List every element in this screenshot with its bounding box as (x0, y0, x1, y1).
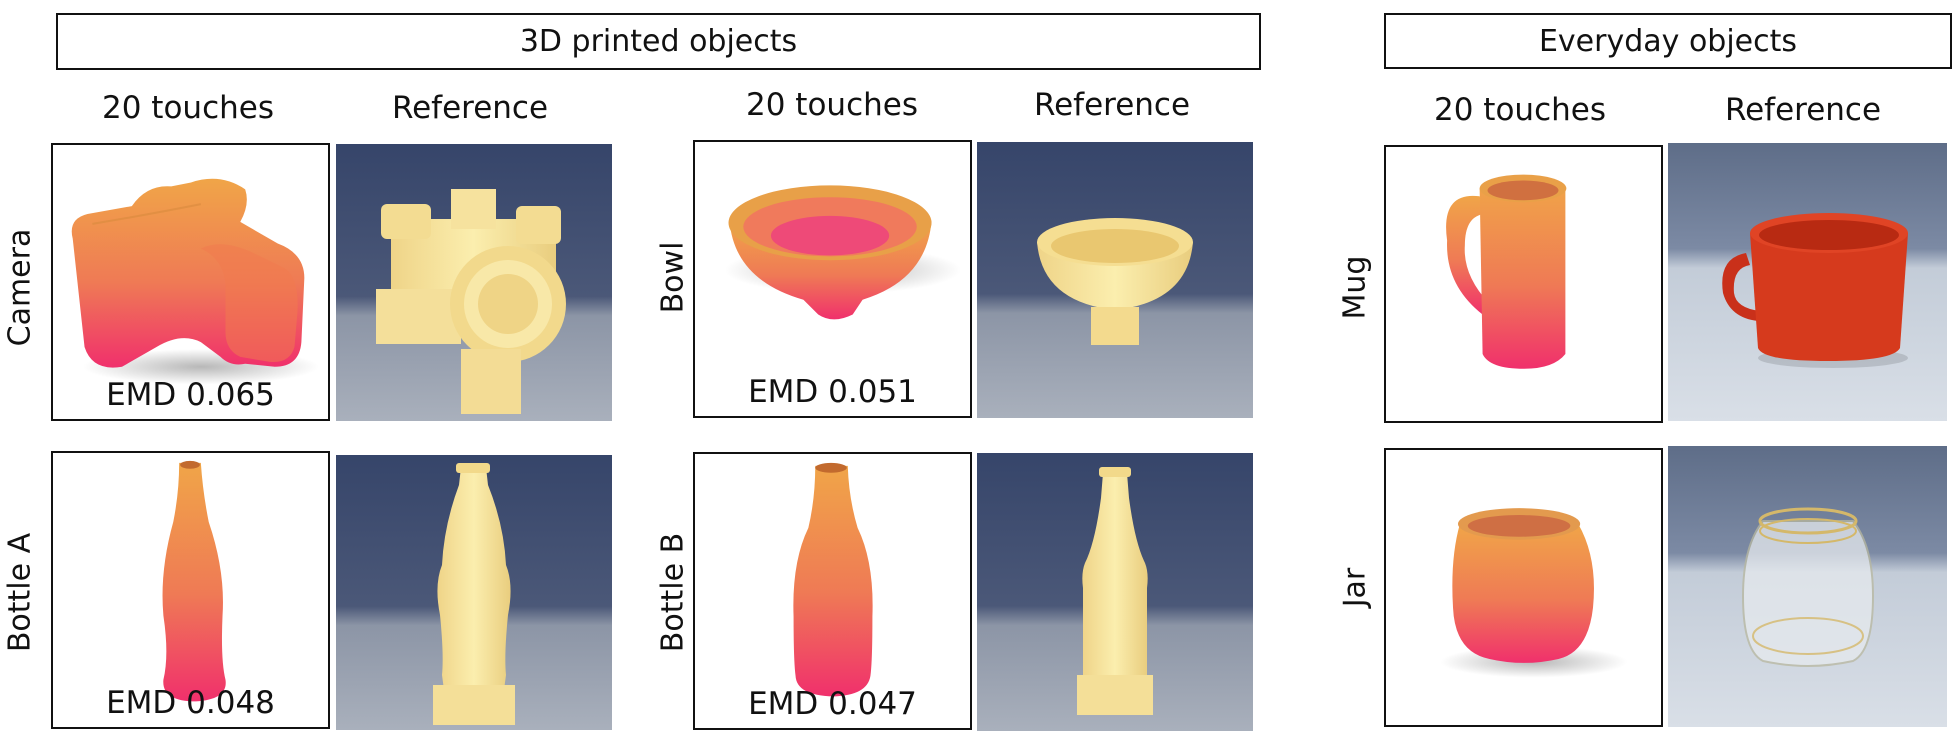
mug-reconstruction (1384, 145, 1663, 423)
row-label-mug: Mug (1337, 255, 1373, 320)
bowl-reference-photo (977, 142, 1253, 418)
column-header-reference: Reference (391, 90, 549, 126)
jar-reference-image (1668, 446, 1947, 727)
everyday-objects-banner: Everyday objects (1384, 13, 1952, 69)
row-label-bottle-b: Bottle B (655, 532, 691, 653)
row-label-camera: Camera (2, 228, 38, 347)
bottle-b-reconstruction-image (793, 462, 873, 697)
row-label-jar: Jar (1337, 567, 1373, 608)
column-header-reference: Reference (1724, 92, 1882, 128)
column-header-touches: 20 touches (1434, 92, 1606, 128)
camera-reconstruction-image (71, 178, 320, 385)
bottle-a-reconstruction-image (162, 460, 226, 702)
bottle-b-reference-photo (977, 453, 1253, 731)
bottle-a-reference-image (336, 455, 612, 730)
camera-emd: EMD 0.065 (106, 377, 275, 413)
bottle-b-emd: EMD 0.047 (748, 686, 917, 722)
jar-reference-photo (1668, 446, 1947, 727)
bottle-b-reconstruction: EMD 0.047 (693, 452, 972, 730)
bottle-a-emd: EMD 0.048 (106, 685, 275, 721)
camera-reference-photo (336, 144, 612, 421)
column-header-touches: 20 touches (102, 90, 274, 126)
row-label-bowl: Bowl (655, 241, 691, 314)
bowl-reconstruction: EMD 0.051 (693, 140, 972, 418)
printed-objects-banner: 3D printed objects (56, 13, 1261, 70)
camera-reconstruction: EMD 0.065 (51, 143, 330, 421)
column-header-reference: Reference (1033, 87, 1191, 123)
bottle-b-reference-image (977, 453, 1253, 731)
bottle-a-reference-photo (336, 455, 612, 730)
bottle-a-reconstruction: EMD 0.048 (51, 451, 330, 729)
bowl-reference-image (977, 142, 1253, 418)
row-label-bottle-a: Bottle A (2, 532, 38, 653)
mug-reference-photo (1668, 143, 1947, 421)
jar-reconstruction-image (1440, 508, 1628, 678)
mug-reference-image (1668, 143, 1947, 421)
bowl-reconstruction-image (724, 185, 962, 320)
jar-reconstruction (1384, 448, 1663, 727)
mug-reconstruction-image (1446, 174, 1567, 369)
column-header-touches: 20 touches (746, 87, 918, 123)
bowl-emd: EMD 0.051 (748, 374, 917, 410)
camera-reference-image (336, 144, 612, 421)
